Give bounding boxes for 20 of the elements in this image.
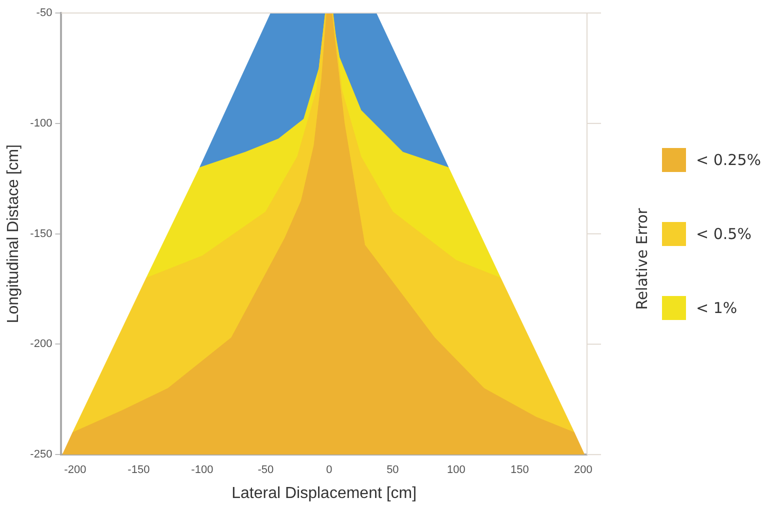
y-tick-label: -250	[30, 448, 52, 461]
y-tick-label: -50	[36, 7, 52, 20]
legend-title: Relative Error	[633, 207, 651, 312]
y-tick-label: -200	[30, 338, 52, 350]
x-tick-label: 0	[326, 464, 332, 476]
y-tick-label: -150	[30, 228, 52, 240]
x-tick-label: -50	[258, 464, 274, 476]
x-tick-label: 200	[574, 464, 592, 476]
x-tick-label: 100	[447, 464, 466, 476]
x-axis-title: Lateral Displacement [cm]	[232, 484, 417, 502]
y-tick-label: -100	[30, 117, 52, 130]
legend-label: < 1%	[696, 299, 738, 317]
legend-label: < 0.25%	[696, 151, 761, 169]
x-tick-label: 50	[386, 464, 399, 476]
x-tick-label: -100	[191, 464, 214, 476]
x-tick-label: -150	[128, 464, 150, 476]
legend-label: < 0.5%	[696, 225, 752, 243]
y-axis-title: Longitudinal Distace [cm]	[5, 144, 22, 324]
x-tick-label: 150	[510, 464, 529, 476]
x-tick-label: -200	[64, 464, 86, 476]
